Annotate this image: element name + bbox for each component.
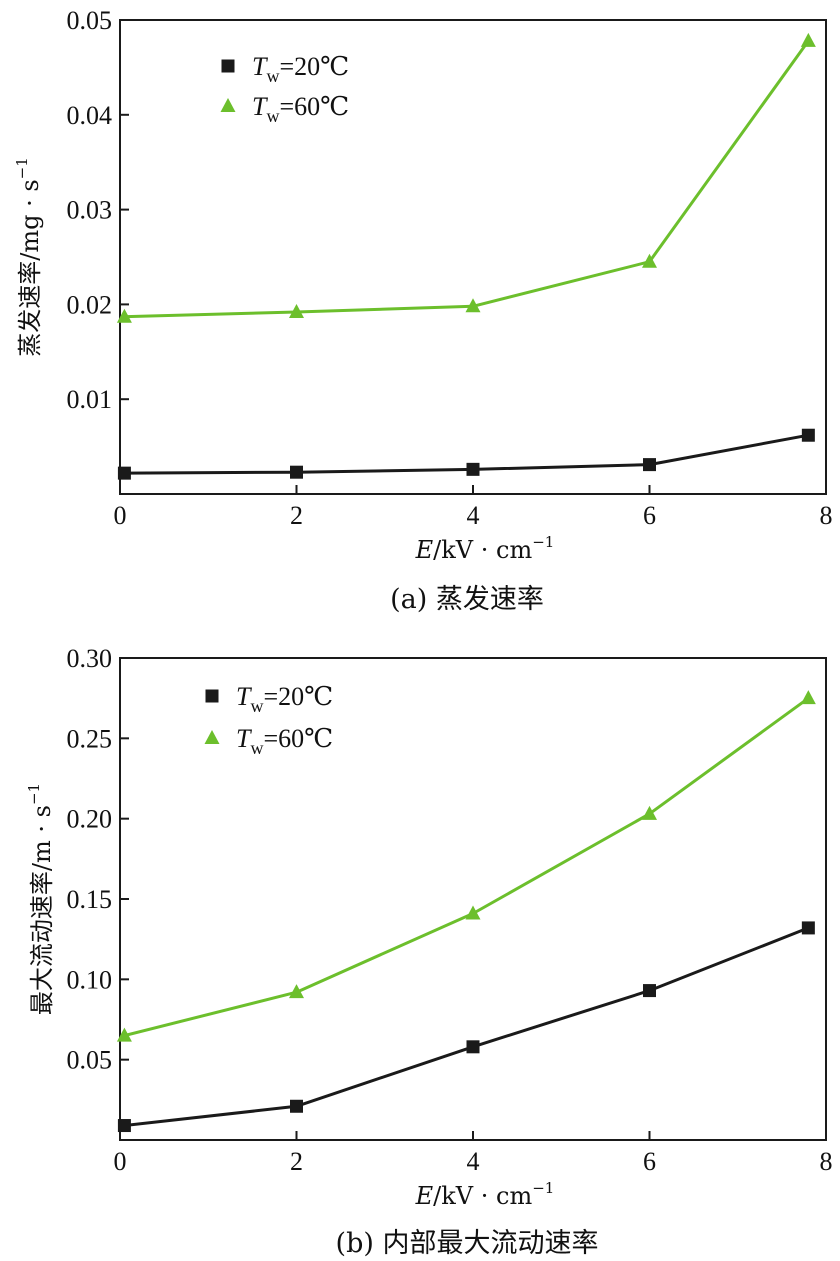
- legend-var: T: [252, 92, 268, 121]
- figure-caption: (b) 内部最大流动速率: [336, 1228, 599, 1259]
- x-axis-sup: −1: [532, 1179, 554, 1197]
- legend-rest: =60℃: [263, 724, 333, 753]
- legend-rest: =20℃: [279, 52, 349, 81]
- series-line-60c: [124, 40, 810, 319]
- data-point-square: [466, 1040, 480, 1054]
- series-line-20c: [124, 433, 809, 475]
- data-point-square: [801, 921, 815, 935]
- x-tick-label: 2: [290, 1147, 303, 1176]
- data-point-square: [290, 465, 303, 479]
- y-tick-label: 0.10: [67, 965, 113, 994]
- legend-label: Tw=20℃: [236, 682, 333, 716]
- data-point-triangle: [116, 1027, 132, 1042]
- series-line-60c: [124, 696, 810, 1038]
- x-tick-label: 6: [643, 1147, 656, 1176]
- legend-sub: w: [266, 66, 279, 86]
- legend-label: Tw=20℃: [252, 52, 349, 86]
- data-point-square: [117, 1119, 131, 1133]
- data-point-triangle: [642, 805, 657, 820]
- y-tick-label: 0.05: [67, 6, 113, 35]
- x-tick-label: 4: [467, 1147, 480, 1176]
- legend-sub: w: [250, 738, 263, 758]
- data-point-triangle: [465, 905, 481, 920]
- figure-caption: (a) 蒸发速率: [390, 584, 544, 615]
- y-axis-sup: −1: [13, 157, 31, 179]
- y-axis-sup: −1: [25, 783, 43, 805]
- data-point-square: [801, 428, 815, 442]
- legend-marker-square: [205, 689, 219, 703]
- legend-marker-triangle: [220, 98, 236, 112]
- x-tick-label: 8: [820, 501, 833, 530]
- x-axis-unit: /kV · cm: [433, 1182, 532, 1210]
- x-axis-sup: −1: [532, 533, 554, 551]
- data-point-square: [117, 466, 131, 480]
- data-point-square: [290, 1099, 303, 1113]
- legend-sub: w: [266, 106, 279, 126]
- chart-panel-a: 0 2 4 6 80.010.020.030.040.05E/kV · cm−1蒸发速率…: [13, 6, 833, 615]
- y-tick-label: 0.04: [67, 101, 113, 130]
- y-axis-main: 最大流动速率/m · s: [28, 805, 56, 1015]
- chart-panel-b: 0 2 4 6 80.050.100.150.200.250.30E/kV · cm−1…: [25, 644, 833, 1259]
- y-tick-label: 0.20: [67, 805, 113, 834]
- x-tick-label: 0: [114, 501, 127, 530]
- data-point-triangle: [800, 32, 816, 47]
- x-tick-label: 8: [820, 1147, 833, 1176]
- x-tick-label: 6: [643, 501, 656, 530]
- data-point-triangle: [465, 298, 481, 313]
- x-tick-label: 4: [467, 501, 480, 530]
- x-axis-unit: /kV · cm: [433, 536, 532, 564]
- x-tick-label: 0: [114, 1147, 127, 1176]
- data-point-triangle: [289, 984, 304, 999]
- series-line-20c: [124, 926, 809, 1127]
- y-axis-main: 蒸发速率/mg · s: [16, 179, 44, 356]
- y-tick-label: 0.05: [67, 1046, 113, 1075]
- x-axis-var: E: [415, 536, 434, 564]
- y-tick-label: 0.03: [67, 196, 113, 225]
- data-point-triangle: [116, 308, 132, 323]
- legend-label: Tw=60℃: [236, 724, 333, 758]
- legend-var: T: [236, 724, 252, 753]
- legend-marker-triangle: [204, 730, 220, 744]
- legend-sub: w: [250, 696, 263, 716]
- legend-marker-square: [221, 59, 235, 73]
- data-point-triangle: [800, 690, 816, 705]
- data-point-triangle: [642, 253, 657, 268]
- legend-var: T: [252, 52, 268, 81]
- x-axis-title: E/kV · cm−1: [415, 533, 555, 564]
- legend-rest: =60℃: [279, 92, 349, 121]
- y-tick-label: 0.15: [67, 885, 113, 914]
- data-point-square: [643, 458, 656, 472]
- y-tick-label: 0.02: [67, 290, 113, 319]
- y-axis-title: 蒸发速率/mg · s−1: [13, 157, 44, 357]
- legend-label: Tw=60℃: [252, 92, 349, 126]
- data-point-square: [643, 984, 656, 998]
- y-tick-label: 0.25: [67, 724, 113, 753]
- legend-rest: =20℃: [263, 682, 333, 711]
- legend-var: T: [236, 682, 252, 711]
- x-tick-label: 2: [290, 501, 303, 530]
- data-point-triangle: [289, 303, 304, 318]
- data-point-square: [466, 462, 480, 476]
- x-axis-title: E/kV · cm−1: [415, 1179, 555, 1210]
- x-axis-var: E: [415, 1182, 434, 1210]
- y-tick-label: 0.30: [67, 644, 113, 673]
- y-axis-title: 最大流动速率/m · s−1: [25, 783, 56, 1015]
- plot-frame: [119, 657, 827, 1141]
- y-tick-label: 0.01: [67, 385, 113, 414]
- plot-frame: [119, 19, 827, 495]
